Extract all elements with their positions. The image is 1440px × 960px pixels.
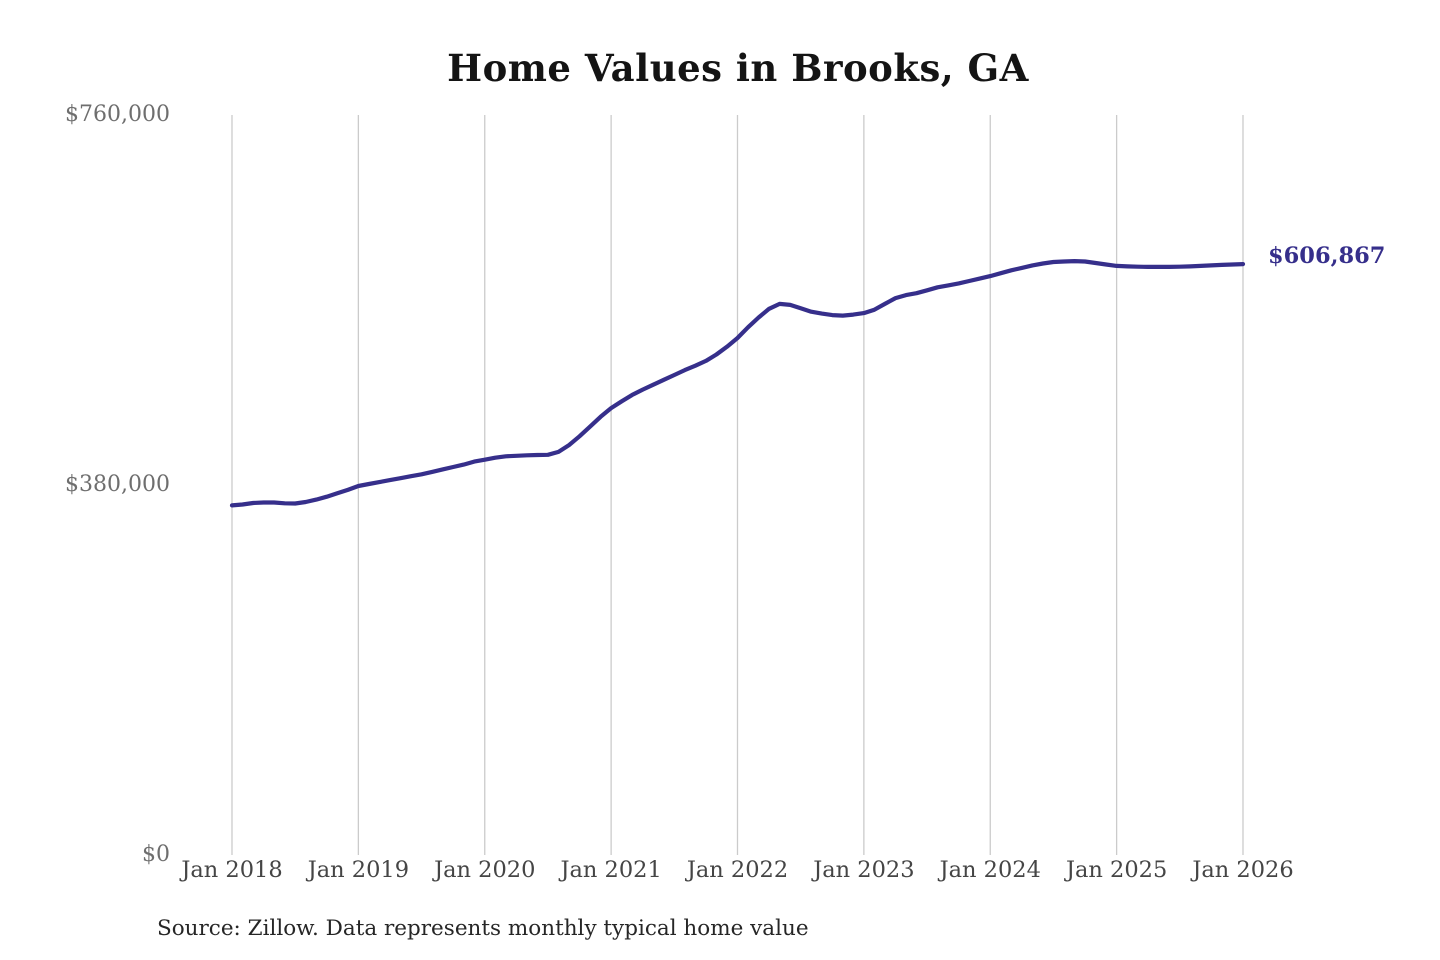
x-tick-label: Jan 2021 [560, 857, 662, 883]
x-tick-label: Jan 2025 [1065, 857, 1168, 883]
source-note: Source: Zillow. Data represents monthly … [157, 916, 809, 941]
y-tick-label: $380,000 [65, 472, 170, 497]
chart-title: Home Values in Brooks, GA [447, 46, 1029, 90]
x-tick-label: Jan 2022 [686, 857, 789, 883]
gridlines [231, 115, 1244, 855]
x-tick-label: Jan 2026 [1192, 857, 1294, 883]
x-tick-label: Jan 2024 [939, 857, 1041, 883]
home-value-line [229, 259, 1246, 508]
x-tick-label: Jan 2019 [307, 857, 410, 883]
x-tick-label: Jan 2018 [181, 857, 283, 883]
x-tick-label: Jan 2020 [434, 857, 536, 883]
current-value-label: $606,867 [1268, 243, 1386, 270]
x-tick-label: Jan 2023 [813, 857, 915, 883]
y-tick-label: $0 [142, 842, 170, 867]
y-tick-label: $760,000 [65, 102, 170, 127]
